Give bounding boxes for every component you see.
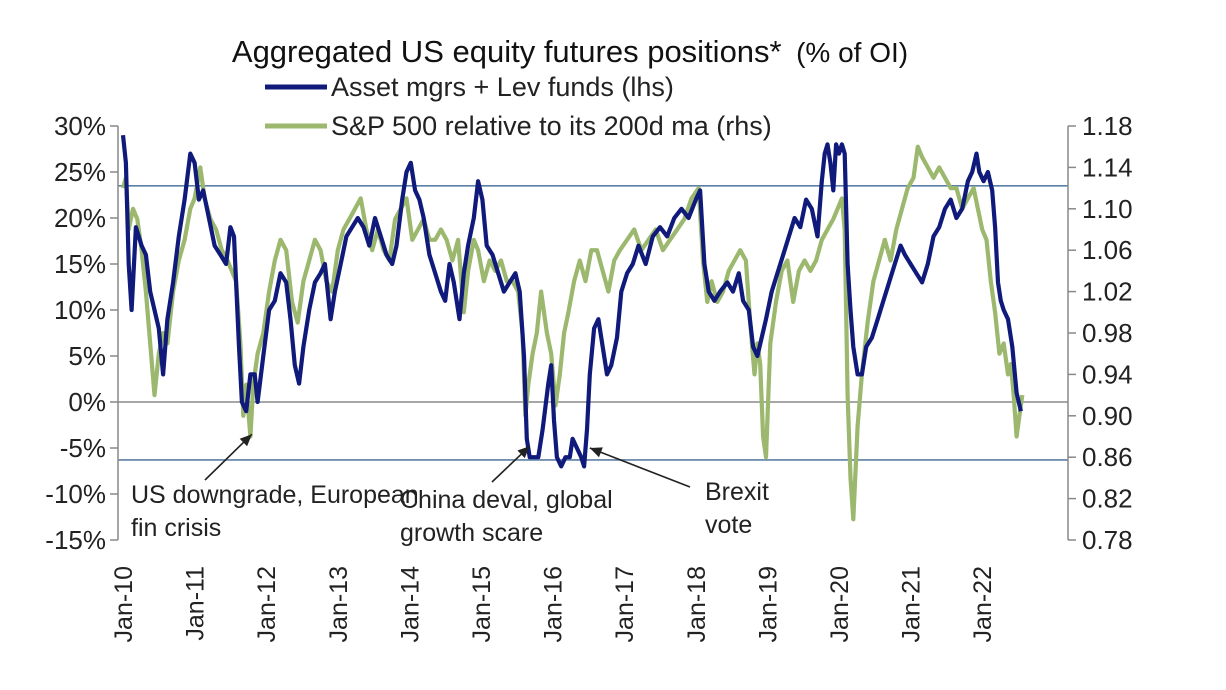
series-line-1 [120,144,1025,522]
x-tick-label: Jan-18 [683,566,711,642]
annotation-line: China deval, global [400,486,613,514]
annotation-arrow-2 [589,447,691,488]
x-tick-label: Jan-22 [969,566,997,642]
x-tick-label: Jan-14 [396,566,424,643]
right-tick-label: 0.78 [1082,525,1133,555]
series-line-0 [120,134,1023,469]
left-tick-label: 30% [54,111,106,141]
left-tick-label: -5% [60,433,106,463]
right-tick-label: 1.02 [1082,277,1133,307]
left-tick-label: 10% [54,295,106,325]
legend-label-0: Asset mgrs + Lev funds (lhs) [331,72,674,102]
x-tick-label: Jan-10 [110,566,138,642]
annotation-line: vote [705,511,752,539]
legend-label-1: S&P 500 relative to its 200d ma (rhs) [331,111,772,141]
legend: Asset mgrs + Lev funds (lhs) S&P 500 rela… [265,72,772,141]
annotation-arrowhead-2 [589,447,603,458]
annotation-label-1: China deval, global growth scare [400,486,613,547]
x-tick-label: Jan-13 [325,566,353,642]
chart-title-group: Aggregated US equity futures positions* … [232,34,908,69]
annotation-arrowhead-0 [239,434,252,447]
x-tick-label: Jan-11 [182,566,210,641]
reference-lines [118,185,1068,461]
right-tick-label: 0.86 [1082,442,1133,472]
annotation-line: fin crisis [131,514,221,542]
left-tick-label: 25% [54,157,106,187]
annotation-line: Brexit [705,478,769,506]
left-tick-label: -10% [45,479,106,509]
right-tick-label: 0.94 [1082,359,1133,389]
annotation-label-2: Brexit vote [705,478,769,539]
right-tick-label: 1.10 [1082,194,1133,224]
left-tick-label: 20% [54,203,106,233]
right-tick-label: 0.90 [1082,401,1133,431]
x-tick-label: Jan-16 [540,566,568,642]
series-layer [120,134,1025,522]
x-tick-label: Jan-15 [468,566,496,642]
annotation-label-0: US downgrade, European fin crisis [131,481,419,542]
chart-title: Aggregated US equity futures positions* [232,34,782,69]
right-tick-label: 1.06 [1082,235,1133,265]
chart-subtitle: (% of OI) [796,37,908,68]
annotations: US downgrade, European fin crisis China de… [131,433,769,547]
right-tick-label: 0.82 [1082,484,1133,514]
left-tick-label: 5% [68,341,106,371]
left-tick-label: -15% [45,525,106,555]
right-tick-label: 0.98 [1082,318,1133,348]
annotation-line: growth scare [400,519,543,547]
left-tick-label: 0% [68,387,106,417]
right-tick-label: 1.18 [1082,111,1133,141]
x-tick-label: Jan-20 [826,566,854,642]
left-tick-label: 15% [54,249,106,279]
x-tick-label: Jan-12 [253,566,281,642]
x-tick-label: Jan-21 [898,566,926,642]
axes: 30% 25% 20% 15% 10% 5% 0% -5% -10% -15% 1.18 1.14 1.… [45,111,1132,642]
right-tick-label: 1.14 [1082,152,1133,182]
x-tick-label: Jan-17 [611,566,639,642]
annotation-arrowhead-1 [517,446,530,459]
svg-text:Aggregated US equity futures p: Aggregated US equity futures positions* … [232,34,908,69]
x-tick-label: Jan-19 [754,566,782,642]
annotation-line: US downgrade, European [131,481,419,509]
